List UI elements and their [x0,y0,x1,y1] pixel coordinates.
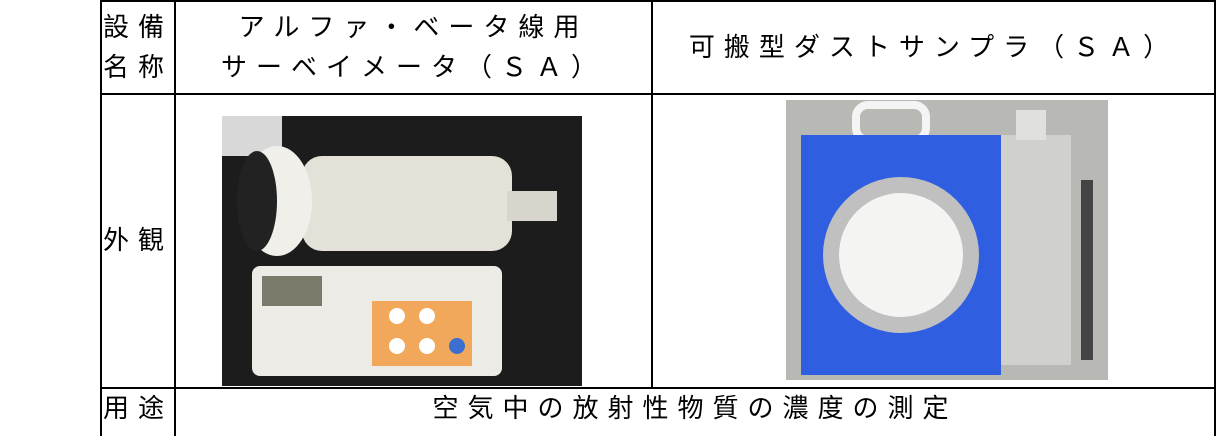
border [174,0,176,436]
header-cell: 設備 名称 [102,2,174,93]
header-cell: アルファ・ベータ線用 サーベイメータ（ＳＡ） [176,2,651,93]
text: アルファ・ベータ線用 [238,12,589,43]
border [651,0,653,388]
text: 用途 [102,394,173,424]
border [100,0,102,436]
border [100,93,1216,95]
row-label: 外観 [102,95,174,387]
text: 可搬型ダストサンプラ（ＳＡ） [688,32,1179,63]
table-cell: 空気中の放射性物質の濃度の測定 [176,389,1214,436]
border [1214,0,1216,436]
border [100,0,1216,2]
text: 外観 [102,226,173,256]
text: サーベイメータ（ＳＡ） [220,52,606,83]
text: 設備 [102,12,173,43]
photo-dust-sampler [786,100,1108,380]
row-label: 用途 [102,389,174,436]
border [100,387,1216,389]
text: 名称 [102,52,173,83]
text: 空気中の放射性物質の濃度の測定 [432,394,958,424]
photo-survey-meter [222,116,582,386]
header-cell: 可搬型ダストサンプラ（ＳＡ） [653,2,1214,93]
